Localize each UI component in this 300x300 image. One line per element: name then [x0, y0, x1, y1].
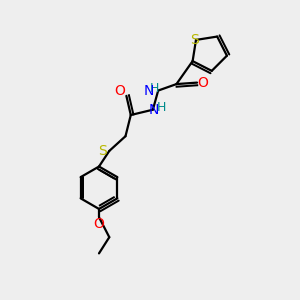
- Text: O: O: [197, 76, 208, 90]
- Text: O: O: [115, 84, 125, 98]
- Text: H: H: [156, 101, 166, 114]
- Text: S: S: [190, 33, 199, 47]
- Text: S: S: [98, 144, 107, 158]
- Text: N: N: [144, 84, 154, 98]
- Text: O: O: [94, 217, 104, 231]
- Text: N: N: [148, 103, 159, 117]
- Text: H: H: [150, 82, 159, 95]
